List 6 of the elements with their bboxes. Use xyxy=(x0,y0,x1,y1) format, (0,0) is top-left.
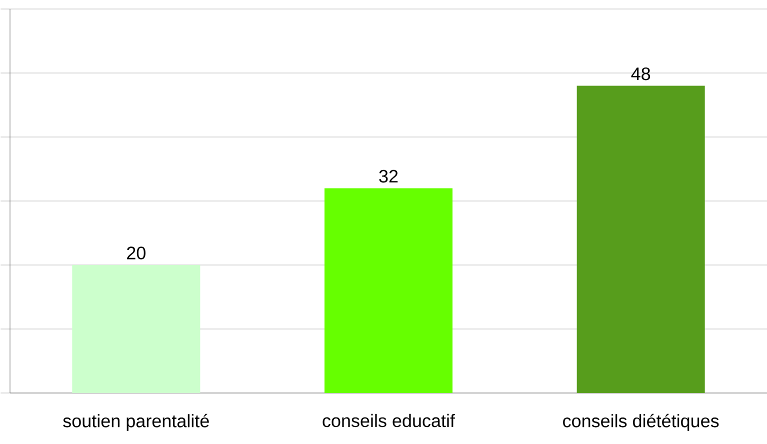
data-label: 32 xyxy=(379,170,398,183)
x-tick-label: conseils diététiques xyxy=(563,414,719,431)
data-label: 20 xyxy=(127,246,146,260)
x-tick-label: soutien parentalité xyxy=(63,414,209,431)
x-tick-label: conseils educatif xyxy=(322,414,456,428)
data-label: 48 xyxy=(631,67,650,80)
